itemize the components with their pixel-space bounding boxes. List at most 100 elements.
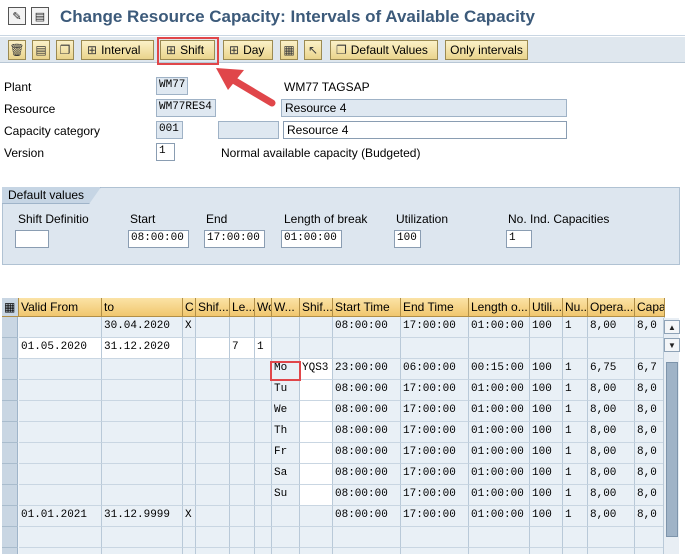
cell-break-length[interactable]: 01:00:00 xyxy=(469,317,530,338)
cell-valid-from[interactable]: 01.05.2020 xyxy=(19,338,102,359)
shift-button[interactable]: ⊞ Shift xyxy=(160,40,215,60)
cell-length[interactable]: 7 xyxy=(230,338,255,359)
cell-valid-to[interactable] xyxy=(102,485,183,506)
cell-shift[interactable] xyxy=(196,506,230,527)
cell-shift[interactable] xyxy=(196,485,230,506)
cell-break-length[interactable]: 01:00:00 xyxy=(469,422,530,443)
column-header-capacity[interactable]: Capa xyxy=(635,298,665,317)
cell-c[interactable] xyxy=(183,359,196,380)
cell-operating-time[interactable]: 8,00 xyxy=(588,506,635,527)
table-settings-icon[interactable]: ▦ xyxy=(2,298,19,317)
cell-shift-def[interactable] xyxy=(300,443,333,464)
cell-operating-time[interactable]: 6,75 xyxy=(588,359,635,380)
default-end-field[interactable]: 17:00:00 xyxy=(204,230,265,248)
cell-valid-from[interactable] xyxy=(19,548,102,554)
cell-operating-time[interactable]: 8,00 xyxy=(588,464,635,485)
cell-num-capacities[interactable]: 1 xyxy=(563,443,588,464)
cell-start-time[interactable]: 08:00:00 xyxy=(333,443,401,464)
capacity-category-field[interactable]: 001 xyxy=(156,121,183,139)
column-header-operating-time[interactable]: Opera... xyxy=(588,298,635,317)
cell-shift-def[interactable] xyxy=(300,548,333,554)
row-selector[interactable] xyxy=(2,443,18,464)
cell-operating-time[interactable]: 8,00 xyxy=(588,485,635,506)
cell-weekday[interactable] xyxy=(272,527,300,548)
cell-num-capacities[interactable]: 1 xyxy=(563,485,588,506)
resource-field[interactable]: WM77RES4 xyxy=(156,99,216,117)
cell-valid-from[interactable] xyxy=(19,443,102,464)
cell-valid-to[interactable] xyxy=(102,464,183,485)
cell-end-time[interactable]: 17:00:00 xyxy=(401,317,469,338)
row-selector[interactable] xyxy=(2,338,18,359)
cell-utilization[interactable]: 100 xyxy=(530,317,563,338)
cell-shift-def[interactable] xyxy=(300,422,333,443)
cell-c[interactable]: X xyxy=(183,317,196,338)
cell-workdays[interactable] xyxy=(255,527,272,548)
default-utilization-field[interactable]: 100 xyxy=(394,230,421,248)
row-selector[interactable] xyxy=(2,485,18,506)
cell-end-time[interactable]: 17:00:00 xyxy=(401,380,469,401)
cell-break-length[interactable]: 01:00:00 xyxy=(469,401,530,422)
cell-num-capacities[interactable]: 1 xyxy=(563,359,588,380)
cell-end-time[interactable]: 06:00:00 xyxy=(401,359,469,380)
table-row[interactable] xyxy=(2,527,665,548)
cell-valid-to[interactable] xyxy=(102,443,183,464)
cell-start-time[interactable]: 23:00:00 xyxy=(333,359,401,380)
cell-weekday[interactable]: We xyxy=(272,401,300,422)
cell-shift-def[interactable] xyxy=(300,485,333,506)
column-header-shift-def[interactable]: Shif... xyxy=(300,298,333,317)
column-header-length[interactable]: Le... xyxy=(230,298,255,317)
cell-break-length[interactable] xyxy=(469,527,530,548)
cell-c[interactable] xyxy=(183,548,196,554)
cell-weekday[interactable]: Tu xyxy=(272,380,300,401)
cell-workdays[interactable] xyxy=(255,464,272,485)
cell-capacity[interactable] xyxy=(635,527,665,548)
cell-utilization[interactable]: 100 xyxy=(530,401,563,422)
cell-capacity[interactable]: 8,0 xyxy=(635,317,665,338)
cell-c[interactable] xyxy=(183,485,196,506)
interval-button[interactable]: ⊞ Interval xyxy=(81,40,154,60)
cell-shift-def[interactable] xyxy=(300,506,333,527)
cell-operating-time[interactable]: 8,00 xyxy=(588,443,635,464)
capacity-category-key-field[interactable] xyxy=(218,121,279,139)
column-header-valid-from[interactable]: Valid From xyxy=(19,298,102,317)
glasses-pencil-icon[interactable]: ✎ xyxy=(8,7,26,25)
cell-length[interactable] xyxy=(230,401,255,422)
cell-valid-from[interactable] xyxy=(19,317,102,338)
column-header-break-length[interactable]: Length o... xyxy=(469,298,530,317)
cell-valid-to[interactable] xyxy=(102,359,183,380)
cell-start-time[interactable]: 08:00:00 xyxy=(333,380,401,401)
cell-capacity[interactable]: 8,0 xyxy=(635,506,665,527)
cell-shift[interactable] xyxy=(196,338,230,359)
column-header-weekday[interactable]: W... xyxy=(272,298,300,317)
cell-shift[interactable] xyxy=(196,317,230,338)
cell-utilization[interactable]: 100 xyxy=(530,380,563,401)
cell-operating-time[interactable]: 8,00 xyxy=(588,317,635,338)
cell-utilization[interactable]: 100 xyxy=(530,485,563,506)
cell-shift-def[interactable] xyxy=(300,380,333,401)
cell-utilization[interactable]: 100 xyxy=(530,464,563,485)
cell-utilization[interactable]: 100 xyxy=(530,422,563,443)
cell-valid-from[interactable] xyxy=(19,422,102,443)
cell-valid-to[interactable]: 30.04.2020 xyxy=(102,317,183,338)
cell-num-capacities[interactable] xyxy=(563,527,588,548)
default-start-field[interactable]: 08:00:00 xyxy=(128,230,189,248)
cell-weekday[interactable] xyxy=(272,338,300,359)
cell-utilization[interactable]: 100 xyxy=(530,359,563,380)
cell-c[interactable] xyxy=(183,401,196,422)
cell-utilization[interactable]: 100 xyxy=(530,506,563,527)
cell-length[interactable] xyxy=(230,380,255,401)
scroll-down-icon[interactable]: ▼ xyxy=(664,338,680,352)
cell-length[interactable] xyxy=(230,359,255,380)
row-selector[interactable] xyxy=(2,401,18,422)
cell-shift[interactable] xyxy=(196,359,230,380)
cell-c[interactable] xyxy=(183,464,196,485)
cell-valid-from[interactable] xyxy=(19,485,102,506)
table-row[interactable]: 01.01.2021 31.12.9999 X 08:00:00 17:00:00 01:… xyxy=(2,506,665,527)
cell-valid-from[interactable] xyxy=(19,401,102,422)
cell-capacity[interactable]: 8,0 xyxy=(635,401,665,422)
cell-shift[interactable] xyxy=(196,464,230,485)
cell-weekday[interactable]: Fr xyxy=(272,443,300,464)
cell-capacity[interactable]: 8,0 xyxy=(635,485,665,506)
cell-weekday[interactable]: Su xyxy=(272,485,300,506)
cell-weekday[interactable]: Th xyxy=(272,422,300,443)
